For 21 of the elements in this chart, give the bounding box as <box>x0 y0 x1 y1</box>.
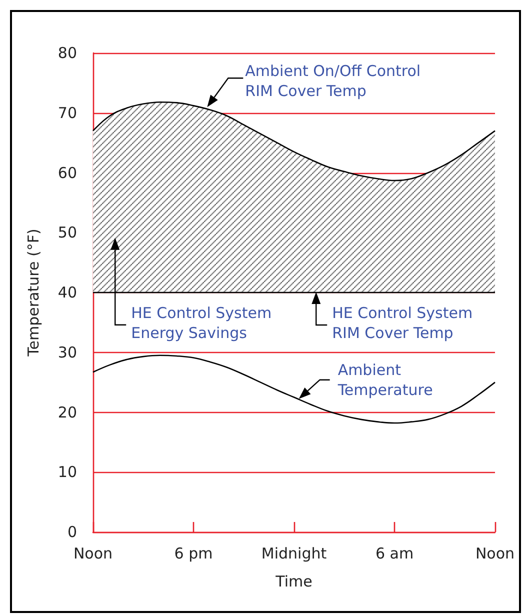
x-tick-label: 6 pm <box>174 544 213 562</box>
y-tick-label: 60 <box>58 164 77 182</box>
y-tick-label: 20 <box>58 403 77 422</box>
annotation: HE Control System Energy Savings <box>131 302 272 343</box>
annotation: Ambient Temperature <box>338 360 433 400</box>
y-tick-label: 0 <box>67 523 77 541</box>
y-tick-label: 30 <box>58 343 77 362</box>
line-series <box>92 354 496 424</box>
annotation: HE Control System RIM Cover Temp <box>332 303 473 344</box>
y-tick-label: 70 <box>58 104 77 122</box>
x-tick-label: Midnight <box>261 544 327 562</box>
y-tick-label: 80 <box>58 44 77 62</box>
y-tick-label: 10 <box>58 463 77 482</box>
y-tick-label: 40 <box>58 284 77 302</box>
x-tick-label: 6 am <box>375 544 414 562</box>
x-tick-label: Noon <box>475 544 515 562</box>
x-tick-label: Noon <box>73 544 113 562</box>
x-axis-title: Time <box>274 572 312 590</box>
y-tick-label: 50 <box>58 224 77 242</box>
annotation: Ambient On/Off Control RIM Cover Temp <box>245 61 421 102</box>
y-axis-title: Temperature (°F) <box>24 228 42 358</box>
